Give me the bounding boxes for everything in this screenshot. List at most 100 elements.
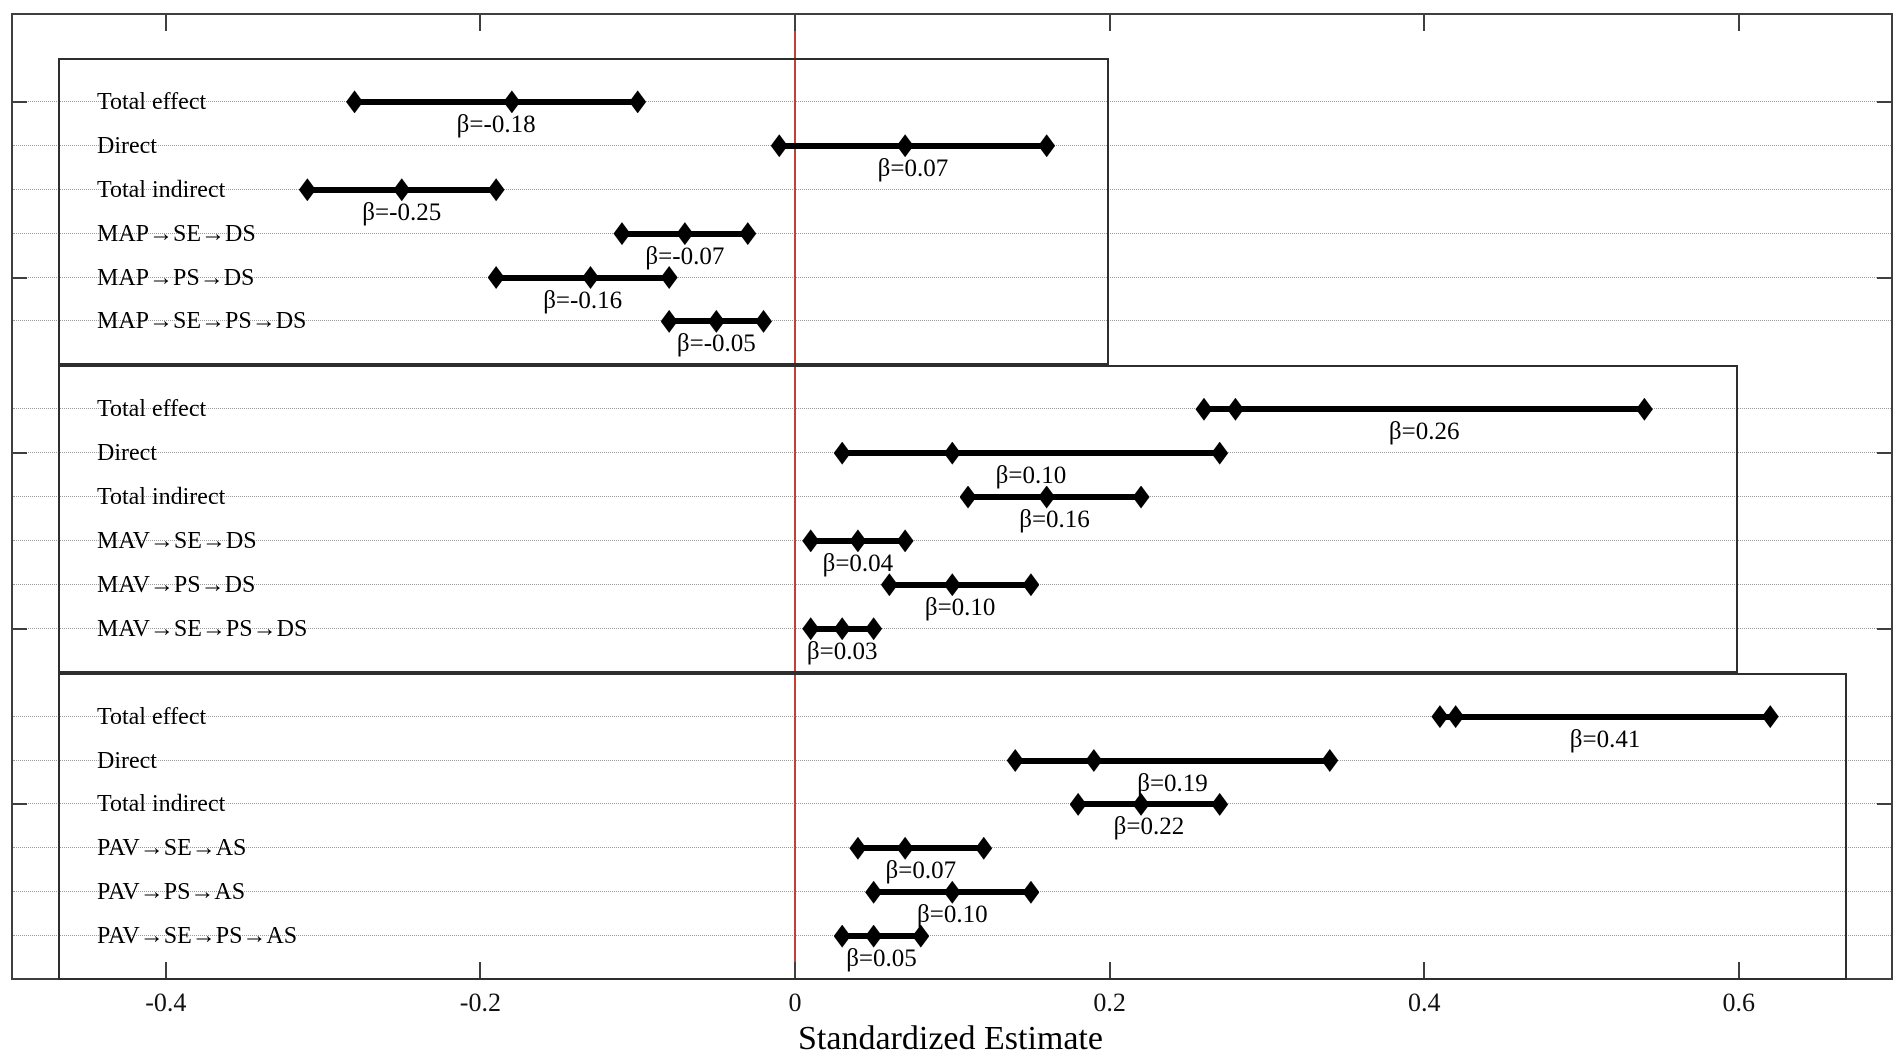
row-label: MAV→PS→DS [97, 571, 256, 598]
beta-estimate-label: β=-0.07 [645, 242, 725, 270]
gridline [13, 715, 1891, 717]
estimate-marker [1085, 749, 1103, 772]
gridline [13, 759, 1891, 761]
ci-low-marker [833, 441, 851, 465]
y-tick-right [1877, 276, 1893, 279]
beta-estimate-label: β=0.26 [1388, 418, 1460, 446]
ci-high-marker [1132, 485, 1150, 509]
row-label: Direct [97, 440, 157, 467]
x-tick-bottom [479, 962, 482, 980]
ci-low-marker [1006, 749, 1024, 772]
beta-estimate-label: β=0.07 [885, 857, 957, 885]
ci-line [842, 450, 1220, 457]
y-tick-left [11, 803, 27, 806]
panel-box [58, 672, 1848, 980]
gridline [13, 320, 1891, 322]
row-label: Direct [97, 132, 157, 159]
y-tick-left [11, 100, 27, 103]
x-tick-label: 0 [788, 988, 802, 1017]
x-tick-top [1108, 13, 1111, 31]
estimate-marker [1038, 485, 1056, 509]
y-tick-left [11, 627, 27, 630]
x-tick-top [164, 13, 167, 31]
beta-estimate-label: β=0.03 [806, 637, 878, 665]
gridline [13, 539, 1891, 541]
ci-line [1203, 406, 1645, 413]
y-tick-left [11, 452, 27, 455]
row-label: Total effect [97, 703, 207, 730]
y-tick-right [1877, 627, 1893, 630]
ci-high-marker [1761, 705, 1779, 729]
ci-high-marker [896, 529, 914, 553]
ci-line [857, 845, 984, 852]
row-label: MAP→PS→DS [97, 264, 255, 291]
beta-estimate-label: β=-0.25 [362, 198, 442, 226]
gridline [13, 496, 1891, 497]
x-tick-bottom [1108, 962, 1111, 980]
row-label: Total indirect [97, 176, 226, 203]
ci-low-marker [1195, 397, 1213, 421]
ci-low-marker [298, 178, 316, 202]
x-tick-label: 0.2 [1093, 988, 1126, 1017]
beta-estimate-label: β=0.05 [846, 945, 917, 973]
estimate-marker [896, 836, 914, 860]
x-tick-label: 0.6 [1722, 988, 1756, 1017]
estimate-marker [833, 617, 851, 641]
ci-high-marker [755, 309, 773, 333]
beta-estimate-label: β=0.10 [917, 901, 988, 929]
ci-low-marker [1431, 705, 1449, 729]
beta-estimate-label: β=0.07 [877, 154, 949, 182]
x-tick-bottom [794, 962, 796, 980]
x-axis-title: Standardized Estimate [798, 1020, 1103, 1057]
ci-high-marker [1211, 792, 1229, 816]
y-tick-right [1877, 452, 1893, 455]
row-label: Total effect [97, 396, 207, 423]
ci-high-marker [975, 836, 993, 860]
zero-reference-line [794, 13, 796, 980]
ci-low-marker [959, 485, 977, 509]
x-tick-label: -0.4 [145, 988, 187, 1017]
gridline [13, 276, 1891, 278]
x-tick-bottom [1737, 962, 1740, 980]
ci-high-marker [1321, 749, 1339, 772]
gridline [13, 803, 1891, 805]
row-label: MAV→SE→DS [97, 527, 257, 554]
ci-low-marker [802, 529, 820, 553]
estimate-marker [943, 880, 961, 904]
x-tick-label: 0.4 [1407, 988, 1441, 1017]
ci-low-marker [849, 836, 867, 860]
y-tick-right [1877, 803, 1893, 806]
row-label: Direct [97, 747, 157, 774]
row-label: Total effect [97, 88, 207, 115]
beta-estimate-label: β=0.19 [1137, 769, 1208, 797]
ci-line [1439, 713, 1771, 720]
x-tick-bottom [164, 962, 167, 980]
beta-estimate-label: β=-0.05 [676, 330, 756, 358]
row-label: MAV→SE→PS→DS [97, 615, 308, 642]
gridline [13, 627, 1891, 629]
beta-estimate-label: β=-0.16 [543, 286, 623, 314]
x-tick-top [1423, 13, 1426, 31]
row-label: MAP→SE→PS→DS [97, 308, 307, 335]
ci-low-marker [770, 134, 788, 158]
x-tick-top [794, 13, 796, 31]
gridline [13, 232, 1891, 234]
ci-low-marker [660, 309, 678, 333]
estimate-marker [393, 178, 411, 202]
estimate-marker [943, 441, 961, 465]
estimate-marker [896, 134, 914, 158]
estimate-marker [503, 90, 521, 114]
ci-high-marker [1022, 880, 1040, 904]
panel-box [58, 58, 1109, 366]
panel-box [58, 365, 1738, 673]
y-tick-right [1877, 100, 1893, 103]
row-label: PAV→SE→PS→AS [97, 923, 298, 950]
estimate-marker [707, 309, 725, 333]
estimate-marker [582, 266, 599, 289]
row-label: Total indirect [97, 484, 226, 510]
beta-estimate-label: β=-0.18 [456, 110, 536, 138]
ci-high-marker [629, 90, 647, 114]
beta-estimate-label: β=0.10 [924, 593, 996, 621]
ci-line [1015, 757, 1330, 764]
gridline [13, 188, 1891, 190]
